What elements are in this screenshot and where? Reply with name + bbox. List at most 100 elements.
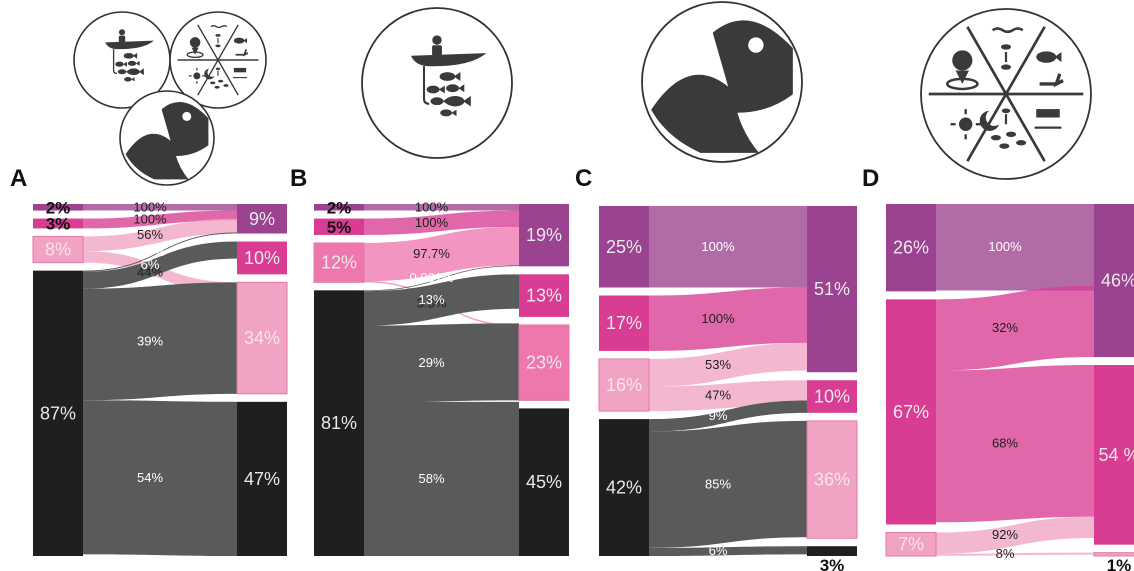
- source-node-label: 2%: [46, 198, 71, 217]
- target-node: [807, 546, 857, 556]
- target-node: [1094, 365, 1134, 545]
- target-node-label: 10%: [814, 387, 850, 407]
- flow-band: [364, 204, 519, 211]
- source-nodes: 2%5% 12% 81%: [313, 198, 365, 556]
- flow-band: [649, 400, 807, 432]
- source-node-label: 7%: [898, 534, 924, 554]
- source-nodes: 2%3% 8% 87%: [32, 198, 84, 556]
- catch-icon: [361, 7, 513, 159]
- target-nodes: 46% 54 % 1%: [1093, 204, 1134, 571]
- source-node: [32, 235, 84, 264]
- flow-label: 100%: [415, 215, 449, 230]
- source-node-label: 16%: [606, 375, 642, 395]
- fish-face-icon: [641, 1, 803, 163]
- flow-label: 32%: [992, 320, 1018, 335]
- source-node: [599, 295, 649, 351]
- target-node: [519, 204, 569, 267]
- source-node-label: 42%: [606, 478, 642, 498]
- source-node: [33, 218, 83, 229]
- panel-letter: B: [290, 165, 307, 192]
- flow-label: 56%: [137, 227, 163, 242]
- flow-label: 100%: [133, 199, 167, 214]
- source-node: [599, 206, 649, 288]
- target-node: [1093, 552, 1134, 557]
- flow-labels: 100%100% 97.7% 3.3% 0.001% 13% 29% 58%: [409, 199, 454, 486]
- source-node-label: 17%: [606, 313, 642, 333]
- flow-band: [83, 232, 237, 272]
- source-nodes: 26% 67% 7%: [885, 204, 937, 557]
- flow-label: 100%: [133, 211, 167, 226]
- flow-label: 3.3%: [417, 296, 447, 311]
- flows: [364, 204, 519, 556]
- target-node-label: 45%: [526, 472, 562, 492]
- target-node: [807, 206, 857, 373]
- source-node-label: 12%: [321, 253, 357, 273]
- flow-band: [364, 323, 519, 403]
- flow-label: 58%: [418, 471, 444, 486]
- panel-letter: A: [10, 165, 27, 192]
- target-node: [236, 281, 288, 395]
- flow-label: 100%: [988, 239, 1022, 254]
- flow-label: 6%: [709, 543, 728, 558]
- source-node-label: 81%: [321, 413, 357, 433]
- flow-label: 39%: [137, 333, 163, 348]
- source-node: [598, 358, 650, 412]
- source-node-label: 5%: [327, 218, 352, 237]
- target-node-label: 47%: [244, 469, 280, 489]
- target-node-label: 51%: [814, 279, 850, 299]
- source-node-label: 8%: [45, 240, 71, 260]
- target-node: [237, 241, 287, 275]
- target-node-label: 9%: [249, 209, 275, 229]
- panel-c: C 100% 100% 53% 47% 9% 85% 6% 25% 17% 16% 42% 51% 10%…: [575, 165, 858, 571]
- flow-band: [649, 420, 807, 548]
- flow-band: [936, 204, 1094, 291]
- flow-band: [936, 516, 1094, 554]
- flow-label: 13%: [418, 292, 444, 307]
- flow-band: [83, 282, 237, 401]
- target-node: [237, 204, 287, 234]
- flow-band: [364, 274, 519, 326]
- flow-label: 44%: [137, 264, 163, 279]
- target-node: [806, 420, 858, 539]
- flow-band: [83, 210, 237, 229]
- source-node-label: 2%: [327, 198, 352, 217]
- flows: [936, 204, 1094, 556]
- source-node: [314, 290, 364, 556]
- flow-band: [83, 218, 237, 252]
- target-node-label: 19%: [526, 225, 562, 245]
- combined-metrics-icon: [73, 11, 267, 186]
- panel-letter: D: [862, 165, 879, 192]
- flow-band: [364, 265, 519, 292]
- flow-label: 53%: [705, 357, 731, 372]
- flow-band: [936, 365, 1094, 523]
- flow-label: 85%: [705, 476, 731, 491]
- flow-labels: 100% 32% 68% 92% 8%: [988, 239, 1022, 561]
- flow-label: 68%: [992, 436, 1018, 451]
- target-node-label: 54 %: [1098, 445, 1134, 465]
- habitat-wheel-icon: [920, 8, 1092, 180]
- target-node: [1094, 204, 1134, 358]
- flow-band: [936, 285, 1094, 371]
- flow-band: [649, 206, 807, 288]
- target-node: [518, 324, 570, 401]
- flow-label: 100%: [701, 311, 735, 326]
- flow-band: [649, 342, 807, 387]
- target-node: [237, 401, 287, 556]
- flow-band: [649, 287, 807, 351]
- panel-letter: C: [575, 165, 592, 192]
- flow-label: 6%: [141, 257, 160, 272]
- panel-d: D 100% 32% 68% 92% 8% 26% 67% 7% 46% 54 % 1%: [862, 165, 1134, 571]
- flow-label: 97.7%: [413, 246, 450, 261]
- source-node: [313, 242, 365, 283]
- target-node-label: 10%: [244, 248, 280, 268]
- source-node: [599, 419, 649, 556]
- source-nodes: 25% 17% 16% 42%: [598, 206, 650, 556]
- flow-label: 92%: [992, 527, 1018, 542]
- source-node-label: 3%: [46, 214, 71, 233]
- flow-label: 0.3%: [135, 244, 165, 259]
- flow-band: [83, 241, 237, 289]
- source-node-label: 25%: [606, 237, 642, 257]
- flow-band: [936, 552, 1094, 556]
- flow-label: 54%: [137, 470, 163, 485]
